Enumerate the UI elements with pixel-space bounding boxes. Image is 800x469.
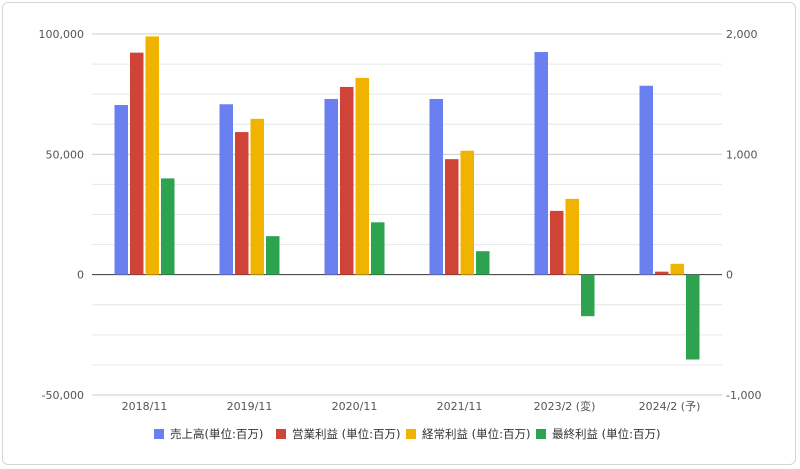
bar [266,236,280,275]
bar [340,86,354,275]
bar [145,36,159,275]
bar [355,77,369,275]
right-axis-tick-label: 0 [726,269,733,282]
legend-swatch [276,429,286,439]
bars [114,36,700,360]
legend-entry-label[interactable]: 経常利益 (単位:百万) [422,427,531,441]
bar [219,104,233,275]
legend-swatch [154,429,164,439]
category-tick-label: 2019/11 [227,400,273,413]
legend-entry-label[interactable]: 売上高(単位:百万) [170,427,263,441]
bar [460,150,474,275]
bar [565,198,579,275]
category-tick-label: 2023/2 (変) [534,399,596,413]
bar [445,159,459,275]
legend-swatch [536,429,546,439]
axes: 100,000 50,000 0 -50,000 2,000 1,000 0 -1,000 20… [39,28,762,413]
grid-lines [92,33,722,396]
bar [429,98,443,275]
bar [324,98,338,275]
bar [639,85,653,275]
bar [114,104,128,275]
legend-entry-label[interactable]: 営業利益 (単位:百万) [292,427,401,441]
bar [686,274,700,360]
bar [235,132,249,275]
left-axis-tick-label: 100,000 [39,28,85,41]
bar [130,52,144,275]
left-axis-tick-label: 50,000 [46,148,85,161]
category-tick-label: 2021/11 [437,400,483,413]
bar [534,52,548,275]
left-axis-tick-label: 0 [77,269,84,282]
bar [371,222,385,275]
category-tick-label: 2018/11 [122,400,168,413]
right-axis-tick-label: 2,000 [726,28,758,41]
right-axis-tick-label: 1,000 [726,148,758,161]
legend-entry-label[interactable]: 最終利益 (単位:百万) [552,427,661,441]
bar [581,274,595,317]
bar [161,178,175,275]
category-tick-label: 2020/11 [332,400,378,413]
legend-swatch [406,429,416,439]
bar [250,118,264,275]
category-tick-label: 2024/2 (予) [639,400,701,413]
left-axis-tick-label: -50,000 [42,389,84,402]
bar [476,251,490,275]
bar [670,263,684,275]
bar [655,271,669,275]
legend: 売上高(単位:百万) 営業利益 (単位:百万) 経常利益 (単位:百万) 最終利益 (… [154,427,661,441]
right-axis-tick-label: -1,000 [726,389,761,402]
bar [550,210,564,275]
